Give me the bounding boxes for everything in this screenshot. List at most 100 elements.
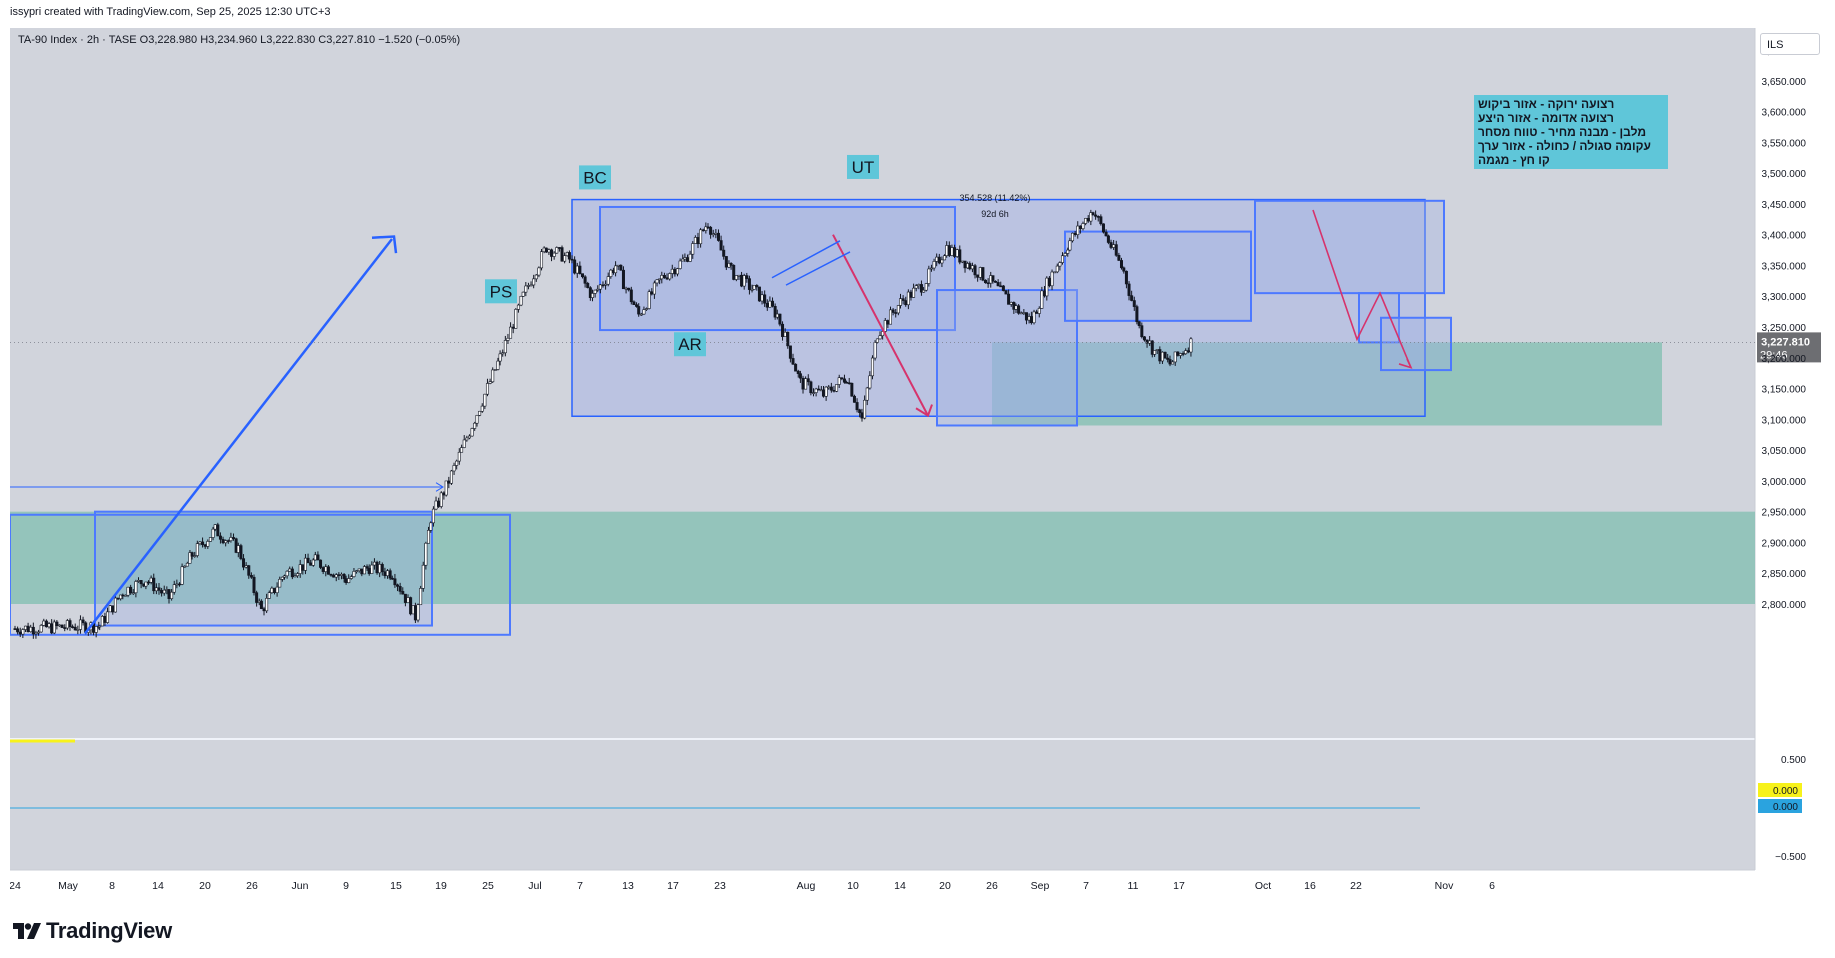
- candle-body: [16, 628, 20, 633]
- candle-body: [526, 285, 530, 287]
- candle-body: [344, 578, 348, 583]
- candle-body: [978, 267, 982, 278]
- candle-body: [1076, 225, 1080, 235]
- candle-body: [637, 306, 641, 315]
- candle-body: [827, 386, 831, 389]
- annotation-label: PS: [490, 282, 513, 301]
- x-tick-label: 19: [435, 880, 447, 892]
- x-tick-label: 24: [10, 880, 21, 892]
- candle-body: [1104, 231, 1108, 237]
- candle-body: [870, 357, 874, 377]
- candle-body: [678, 260, 682, 269]
- candle-body: [282, 575, 286, 578]
- candle-body: [619, 264, 623, 271]
- candle-body: [144, 581, 148, 587]
- candle-body: [280, 576, 284, 580]
- candle-body: [116, 597, 120, 600]
- candle-body: [563, 255, 567, 262]
- candle-body: [940, 259, 944, 264]
- candle-body: [321, 567, 325, 572]
- candle-body: [706, 226, 710, 229]
- candle-body: [134, 581, 138, 594]
- channel-line: [785, 251, 851, 286]
- candle-body: [552, 252, 556, 257]
- candle-body: [984, 279, 988, 284]
- candle-body: [1066, 249, 1070, 254]
- indicator-pane: 0.500 −0.500 0.000 0.000: [10, 739, 1806, 863]
- candle-body: [106, 611, 110, 623]
- candle-body: [1140, 325, 1144, 338]
- candle-body: [845, 381, 849, 384]
- x-tick-label: 8: [109, 880, 115, 892]
- candle-body: [1137, 321, 1141, 326]
- candle-body: [1153, 350, 1157, 355]
- candle-body: [44, 620, 48, 628]
- candle-body: [23, 625, 27, 630]
- demand-zone-upper: [992, 342, 1662, 426]
- legend-line: קו חץ - מגמה: [1478, 153, 1550, 167]
- candle-body: [249, 575, 253, 578]
- candle-body: [976, 274, 980, 278]
- x-tick-label: 9: [343, 880, 349, 892]
- x-tick-label: Nov: [1435, 880, 1454, 892]
- pane2-value-tag: [1758, 799, 1802, 813]
- candle-body: [1053, 271, 1057, 274]
- candle-body: [298, 564, 302, 574]
- candle-body: [532, 278, 536, 286]
- x-tick-label: 25: [482, 880, 494, 892]
- candle-body: [421, 564, 425, 589]
- candle-body: [842, 378, 846, 383]
- candle-body: [1176, 351, 1180, 356]
- candle-body: [26, 625, 30, 633]
- candle-body: [1004, 290, 1008, 295]
- candle-body: [393, 578, 397, 586]
- candle-body: [840, 377, 844, 380]
- candle-body: [898, 298, 902, 306]
- candle-body: [742, 275, 746, 287]
- candle-body: [734, 275, 738, 280]
- candle-body: [73, 626, 77, 631]
- chart-area[interactable]: PS BC UT AR 354.528 (11.42%) 92d 6h 3,227.810 2…: [9, 28, 1825, 898]
- candle-body: [332, 574, 336, 578]
- candle-body: [1009, 302, 1013, 305]
- tradingview-logo[interactable]: TradingView: [12, 918, 172, 944]
- candle-body: [1055, 265, 1059, 273]
- currency-button[interactable]: ILS: [1760, 33, 1820, 55]
- structure-box: [1380, 316, 1452, 372]
- candle-body: [704, 226, 708, 231]
- annotation-label: UT: [852, 158, 875, 177]
- candle-body: [645, 308, 649, 310]
- price-scale[interactable]: [1755, 28, 1825, 870]
- candle-body: [188, 552, 192, 564]
- candle-body: [886, 320, 890, 325]
- y-tick-label: 2,800.000: [1762, 600, 1807, 611]
- candle-body: [650, 291, 654, 295]
- candle-body: [858, 409, 862, 413]
- candle-body: [370, 564, 374, 574]
- y-tick-label: 3,050.000: [1762, 446, 1807, 457]
- annotation-label-bg: [579, 165, 611, 190]
- y-tick-label: 3,500.000: [1762, 169, 1807, 180]
- time-axis[interactable]: [10, 870, 1755, 896]
- candle-body: [835, 384, 839, 392]
- channel-line: [771, 240, 841, 279]
- candle-body: [1068, 240, 1072, 251]
- candle-body: [924, 283, 928, 291]
- candle-body: [449, 470, 453, 484]
- candle-body: [429, 522, 433, 531]
- candle-body: [1127, 283, 1131, 296]
- candle-body: [947, 245, 951, 256]
- candle-body: [757, 286, 761, 302]
- candle-body: [224, 540, 228, 544]
- hebrew-legend-note[interactable]: רצועה ירוקה - אזור ביקוש רצועה אדומה - א…: [1474, 95, 1668, 169]
- candle-body: [711, 233, 715, 236]
- candle-body: [113, 597, 117, 613]
- candle-body: [403, 593, 407, 603]
- x-tick-label: 16: [1304, 880, 1316, 892]
- candle-body: [771, 300, 775, 307]
- y-tick-label: 3,450.000: [1762, 200, 1807, 211]
- candle-body: [583, 276, 587, 284]
- candle-body: [473, 422, 477, 429]
- candle-body: [958, 249, 962, 263]
